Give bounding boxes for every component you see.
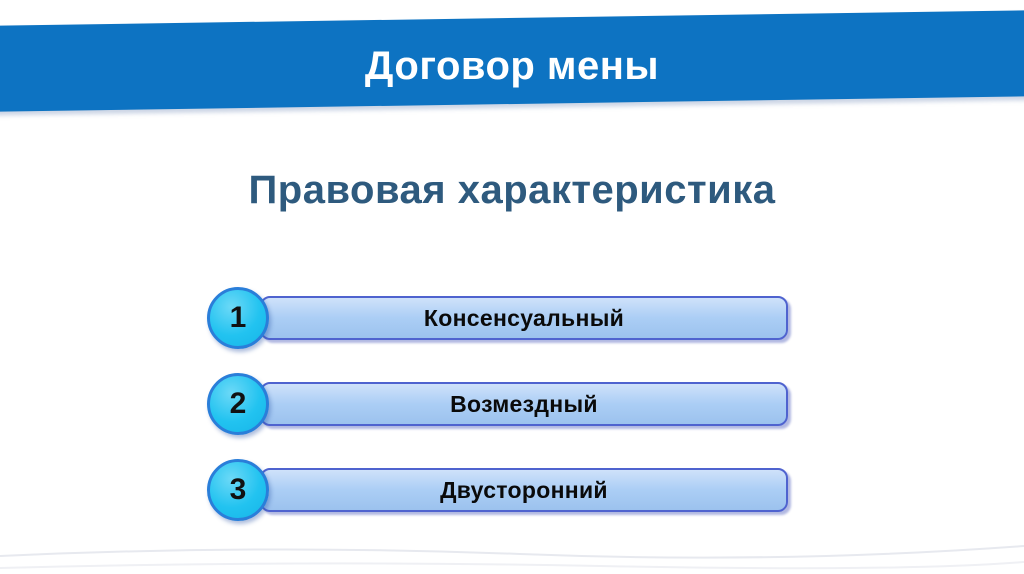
item-bar: Консенсуальный bbox=[260, 296, 788, 340]
number-badge: 3 bbox=[207, 459, 269, 521]
badge-number: 1 bbox=[229, 301, 247, 334]
number-badge: 1 bbox=[207, 287, 269, 349]
list-item: Возмездный 2 bbox=[207, 373, 827, 435]
decorative-wave bbox=[0, 545, 1024, 570]
page-title: Правовая характеристика bbox=[248, 168, 776, 212]
header-title: Договор мены bbox=[364, 44, 660, 88]
item-label: Двусторонний bbox=[440, 476, 608, 503]
badge-number: 3 bbox=[229, 473, 247, 506]
item-bar: Двусторонний bbox=[260, 468, 788, 512]
list-item: Двусторонний 3 bbox=[207, 459, 827, 521]
badge-number: 2 bbox=[229, 387, 247, 420]
item-label: Возмездный bbox=[450, 390, 598, 417]
item-bar: Возмездный bbox=[260, 382, 788, 426]
number-badge: 2 bbox=[207, 373, 269, 435]
list-item: Консенсуальный 1 bbox=[207, 287, 827, 349]
item-label: Консенсуальный bbox=[423, 304, 625, 331]
